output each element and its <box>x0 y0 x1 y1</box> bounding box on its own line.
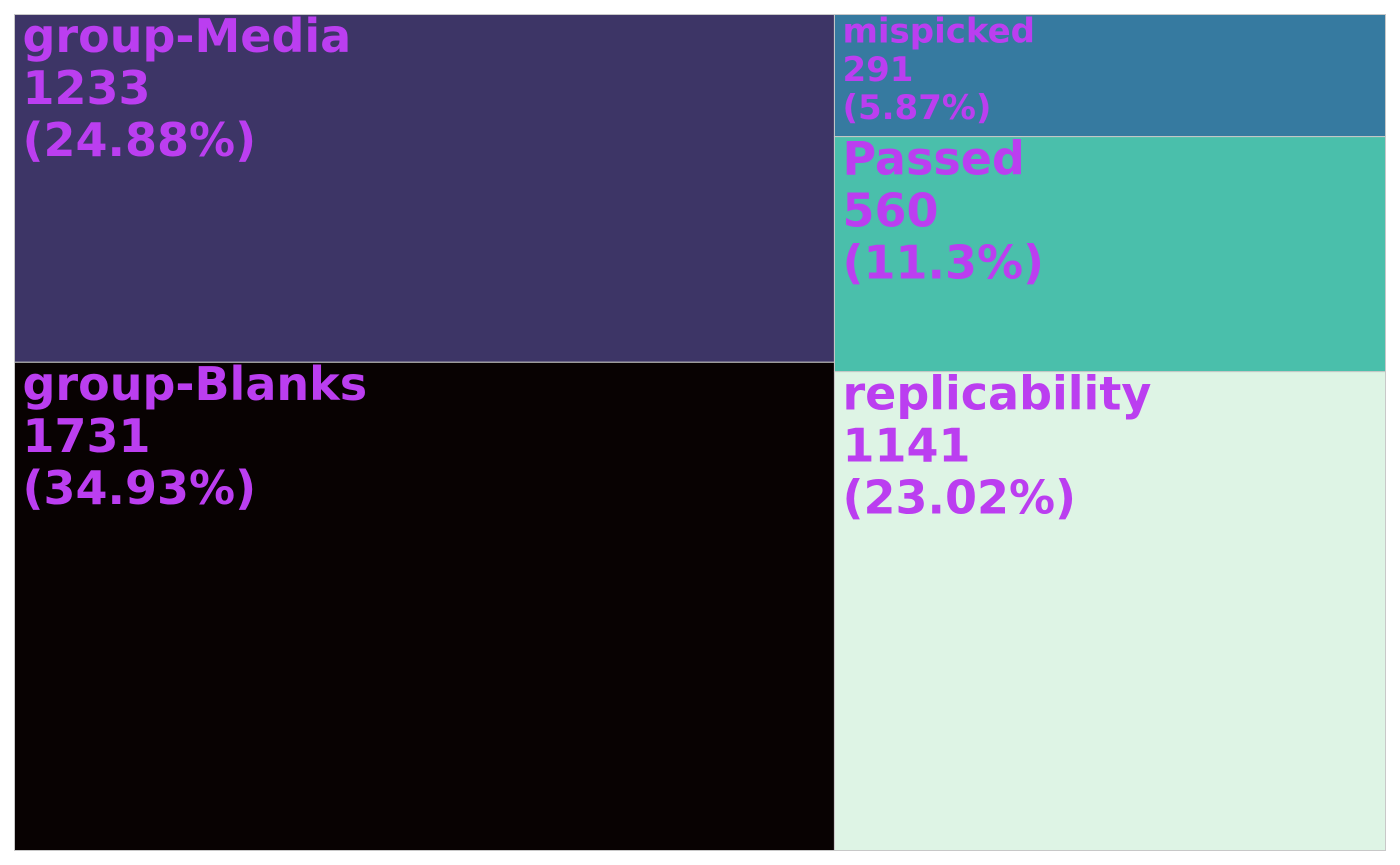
tile-name-label: mispicked <box>842 11 1035 51</box>
tile-value-label: 1141 <box>842 418 970 472</box>
tile-name-label: replicability <box>842 366 1151 420</box>
tile-value-label: 560 <box>842 183 938 237</box>
tile-value-label: 1731 <box>23 409 151 463</box>
tile-percent-label: (5.87%) <box>842 88 991 128</box>
tile-name-label: Passed <box>842 131 1024 185</box>
tile-value-label: 291 <box>842 50 913 90</box>
tile-percent-label: (11.3%) <box>842 235 1044 289</box>
tile-rect-replicability <box>833 371 1386 851</box>
tile-name-label: group-Media <box>23 9 352 63</box>
tile-percent-label: (23.02%) <box>842 470 1076 524</box>
tile-rect-passed <box>833 136 1386 373</box>
tile-rect-group-blanks <box>14 361 835 851</box>
tile-percent-label: (34.93%) <box>23 461 257 515</box>
tile-value-label: 1233 <box>23 61 151 115</box>
tile-name-label: group-Blanks <box>23 357 368 411</box>
tile-rect-mispicked <box>833 14 1386 138</box>
tile-percent-label: (24.88%) <box>23 113 257 167</box>
tile-rect-group-media <box>14 14 835 363</box>
